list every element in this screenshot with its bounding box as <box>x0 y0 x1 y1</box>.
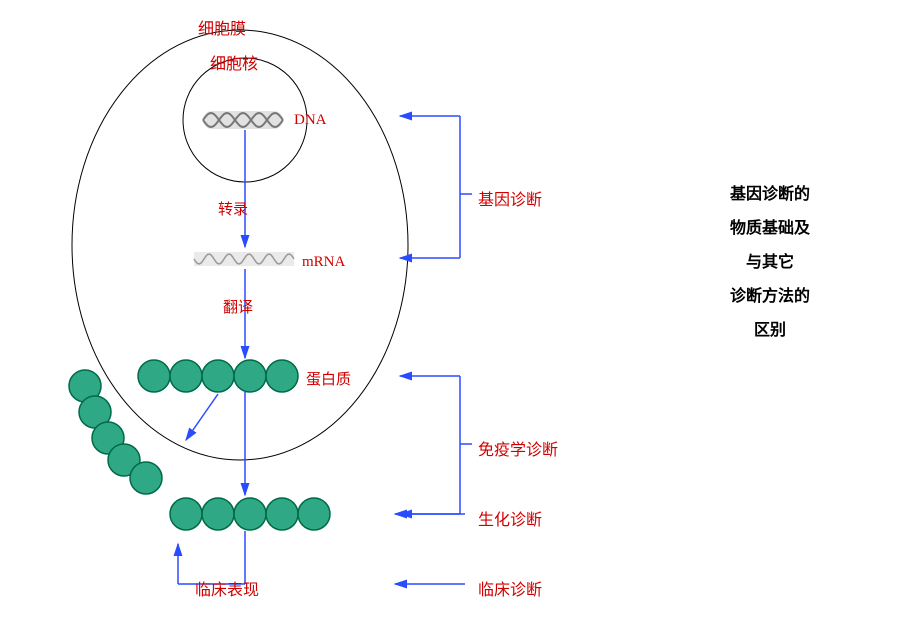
label-gene-diag: 基因诊断 <box>478 186 542 210</box>
label-dna: DNA <box>294 112 327 129</box>
label-nucleus: 细胞核 <box>210 50 258 74</box>
label-clinical-presentation: 临床表现 <box>195 576 259 600</box>
title-line-0: 基因诊断的 <box>640 178 900 212</box>
label-mrna: mRNA <box>302 254 345 271</box>
label-biochem: 生化诊断 <box>478 506 542 530</box>
label-translate: 翻译 <box>223 296 253 317</box>
title-line-4: 区别 <box>640 314 900 348</box>
label-membrane: 细胞膜 <box>198 15 246 39</box>
label-clinical: 临床诊断 <box>478 576 542 600</box>
label-protein: 蛋白质 <box>306 368 351 389</box>
label-transcribe: 转录 <box>218 198 248 219</box>
title-line-1: 物质基础及 <box>640 212 900 246</box>
title-line-3: 诊断方法的 <box>640 280 900 314</box>
title-block: 基因诊断的 物质基础及 与其它 诊断方法的 区别 <box>640 178 900 348</box>
title-line-2: 与其它 <box>640 246 900 280</box>
label-immuno-diag: 免疫学诊断 <box>478 436 558 460</box>
